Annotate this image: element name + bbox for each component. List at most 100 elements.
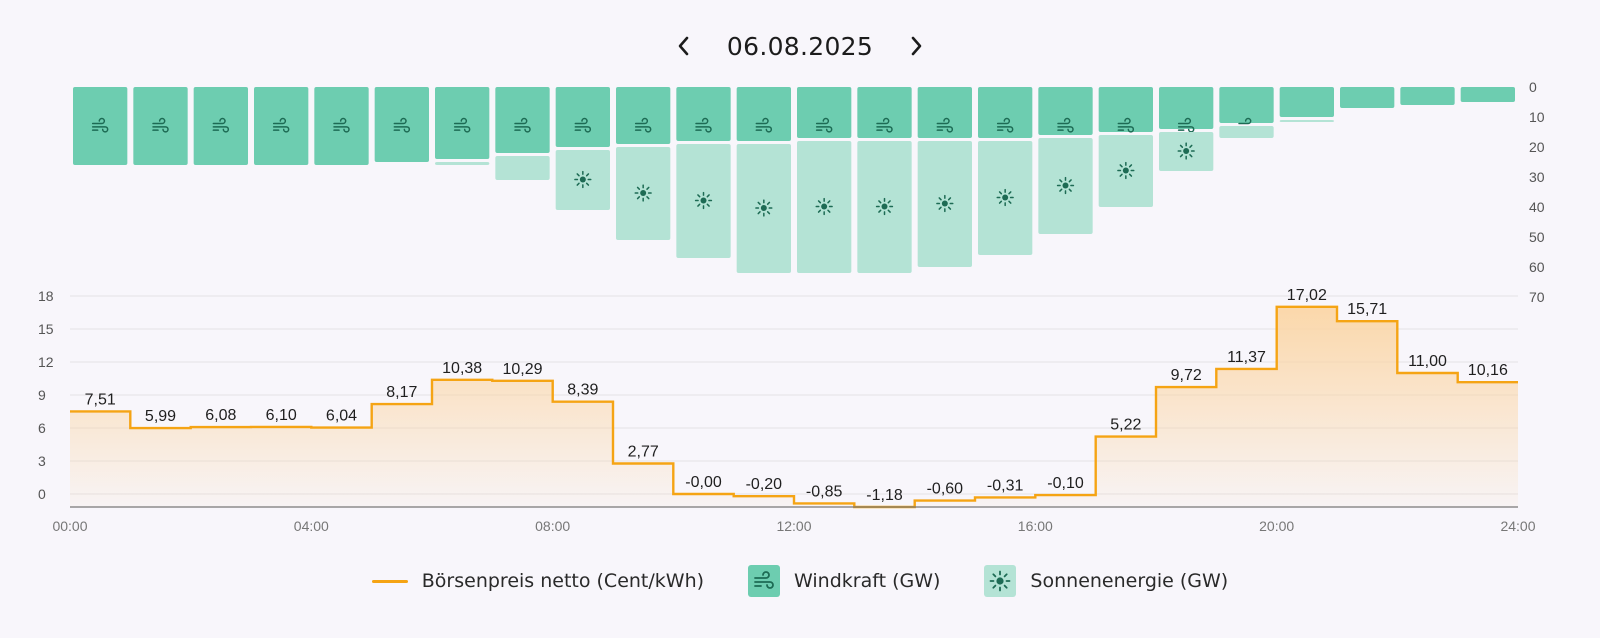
price-value-label: -0,10	[1047, 475, 1084, 492]
legend-item-solar[interactable]: Sonnenenergie (GW)	[984, 565, 1228, 597]
legend-solar-label: Sonnenenergie (GW)	[1030, 570, 1229, 592]
price-value-label: 7,51	[85, 391, 116, 408]
wind-icon	[748, 565, 781, 597]
price-line-swatch	[371, 579, 408, 583]
chevron-left-icon	[678, 36, 689, 56]
price-value-label: -0,85	[806, 483, 843, 500]
wind-bar	[193, 87, 248, 165]
energy-y-tick-label: 20	[1529, 139, 1545, 155]
wind-bar	[1219, 87, 1274, 123]
chart-legend: Börsenpreis netto (Cent/kWh) Windkraft (…	[0, 556, 1600, 606]
price-value-label: -0,00	[685, 474, 722, 491]
price-y-tick-label: 0	[38, 486, 46, 502]
solar-bar	[1279, 120, 1334, 122]
energy-y-tick-label: 10	[1529, 109, 1545, 125]
price-value-label: 15,71	[1347, 301, 1387, 318]
sun-icon	[936, 194, 954, 213]
sun-icon	[1056, 176, 1075, 195]
price-value-label: -0,20	[746, 476, 783, 493]
wind-bar	[1098, 87, 1153, 132]
price-step-line	[70, 305, 1518, 509]
sun-icon	[634, 184, 652, 202]
energy-y-tick-label: 40	[1529, 199, 1545, 215]
sun-icon	[574, 170, 592, 189]
energy-y-tick-label: 50	[1529, 229, 1545, 245]
x-tick-label: 12:00	[776, 518, 811, 534]
wind-bar	[73, 87, 128, 165]
next-day-button[interactable]	[899, 29, 933, 63]
price-value-label: 10,38	[442, 360, 482, 377]
price-value-label: 2,77	[628, 444, 659, 461]
sun-icon	[815, 197, 833, 216]
wind-bar	[917, 87, 972, 138]
legend-item-wind[interactable]: Windkraft (GW)	[748, 565, 940, 597]
price-y-tick-label: 6	[38, 420, 46, 436]
solar-bar	[1219, 126, 1274, 138]
sun-icon	[1117, 161, 1135, 180]
current-date: 06.08.2025	[726, 31, 874, 61]
wind-bar	[857, 87, 912, 138]
price-value-label: 17,02	[1287, 287, 1327, 304]
sun-icon	[755, 199, 773, 217]
energy-y-tick-label: 0	[1529, 79, 1537, 95]
legend-price-label: Börsenpreis netto (Cent/kWh)	[421, 570, 705, 592]
wind-bar	[797, 87, 852, 138]
legend-item-price[interactable]: Börsenpreis netto (Cent/kWh)	[371, 570, 705, 592]
x-tick-label: 24:00	[1500, 518, 1535, 534]
price-y-tick-label: 9	[38, 387, 46, 403]
price-y-tick-label: 18	[38, 288, 54, 304]
sun-icon	[875, 197, 894, 216]
price-y-tick-label: 3	[38, 453, 46, 469]
solar-bar	[435, 162, 490, 165]
wind-bar	[736, 87, 791, 141]
price-value-label: 6,04	[326, 408, 357, 425]
wind-bar	[978, 87, 1033, 138]
sun-icon	[1177, 142, 1195, 160]
solar-bar	[495, 156, 550, 180]
price-value-label: 9,72	[1171, 367, 1202, 384]
wind-bar	[1159, 87, 1214, 129]
wind-bar	[1279, 87, 1334, 117]
price-value-label: -1,18	[866, 487, 903, 504]
wind-bar	[1400, 87, 1455, 105]
energy-y-tick-label: 30	[1529, 169, 1545, 185]
wind-bar	[1340, 87, 1395, 108]
sun-icon	[984, 565, 1017, 597]
price-value-label: 8,39	[567, 382, 598, 399]
wind-bar	[1038, 87, 1093, 135]
price-value-label: 11,00	[1408, 353, 1447, 370]
wind-bar	[616, 87, 671, 144]
wind-bar	[133, 87, 188, 165]
chevron-right-icon	[911, 36, 922, 56]
date-navigation: 06.08.2025	[0, 24, 1600, 68]
price-value-label: 8,17	[386, 384, 417, 401]
price-value-label: 11,37	[1227, 349, 1266, 366]
price-y-tick-label: 15	[38, 321, 54, 337]
x-tick-label: 08:00	[535, 518, 570, 534]
previous-day-button[interactable]	[667, 29, 701, 63]
price-y-tick-label: 12	[38, 354, 54, 370]
price-value-label: 5,99	[145, 408, 176, 425]
price-value-label: 10,29	[502, 361, 542, 378]
sun-icon	[996, 188, 1014, 207]
price-area	[70, 306, 1518, 507]
price-value-label: -0,60	[927, 481, 964, 498]
energy-y-tick-label: 60	[1529, 259, 1545, 275]
x-tick-label: 16:00	[1018, 518, 1053, 534]
price-value-label: 6,10	[266, 407, 297, 424]
energy-y-tick-label: 70	[1529, 289, 1545, 305]
x-tick-label: 04:00	[294, 518, 329, 534]
x-tick-label: 00:00	[52, 518, 87, 534]
price-value-label: 10,16	[1468, 362, 1508, 379]
legend-wind-label: Windkraft (GW)	[794, 570, 941, 592]
wind-bar	[374, 87, 429, 162]
energy-price-chart: 7,51 5,99 6,08 6,10 6,04 8,17 10,38 10,29 8,39 2,…	[38, 79, 1545, 534]
wind-bar	[1460, 87, 1515, 102]
price-value-label: -0,31	[987, 477, 1024, 494]
wind-bar	[555, 87, 610, 147]
wind-bar	[314, 87, 369, 165]
wind-bar	[676, 87, 731, 141]
x-tick-label: 20:00	[1259, 518, 1294, 534]
price-value-label: 5,22	[1110, 417, 1141, 434]
sun-icon	[694, 191, 713, 210]
